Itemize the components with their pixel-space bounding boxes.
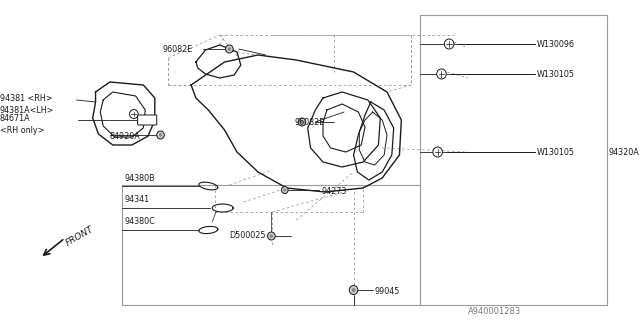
Circle shape: [298, 118, 306, 126]
Text: D500025: D500025: [229, 231, 266, 241]
Circle shape: [300, 120, 304, 124]
Text: 94341: 94341: [124, 196, 149, 204]
Text: W130105: W130105: [537, 148, 575, 156]
Circle shape: [129, 109, 138, 118]
Circle shape: [284, 188, 286, 192]
Text: 84920A: 84920A: [110, 132, 141, 140]
Circle shape: [282, 187, 288, 194]
Text: 94320A: 94320A: [609, 148, 639, 156]
Text: <RH only>: <RH only>: [0, 125, 44, 134]
Text: 94381 <RH>: 94381 <RH>: [0, 93, 52, 102]
Text: 94380B: 94380B: [124, 173, 155, 182]
Text: FRONT: FRONT: [65, 225, 96, 248]
Circle shape: [349, 285, 358, 294]
Text: 94273: 94273: [321, 188, 346, 196]
Text: 84671A: 84671A: [0, 114, 31, 123]
Circle shape: [436, 69, 446, 79]
FancyBboxPatch shape: [138, 115, 157, 125]
Circle shape: [269, 234, 273, 238]
Circle shape: [225, 45, 233, 53]
Text: W130105: W130105: [537, 69, 575, 78]
Circle shape: [444, 39, 454, 49]
Circle shape: [157, 131, 164, 139]
Text: 96082E: 96082E: [294, 117, 324, 126]
Text: 94380C: 94380C: [124, 218, 155, 227]
Circle shape: [159, 133, 163, 137]
Text: W130096: W130096: [537, 39, 575, 49]
Circle shape: [228, 47, 231, 51]
Text: A940001283: A940001283: [468, 308, 522, 316]
Circle shape: [351, 288, 355, 292]
Text: 94381A<LH>: 94381A<LH>: [0, 106, 54, 115]
Circle shape: [433, 147, 442, 157]
Text: 99045: 99045: [374, 287, 400, 297]
Text: 96082E: 96082E: [163, 44, 193, 53]
Circle shape: [268, 232, 275, 240]
